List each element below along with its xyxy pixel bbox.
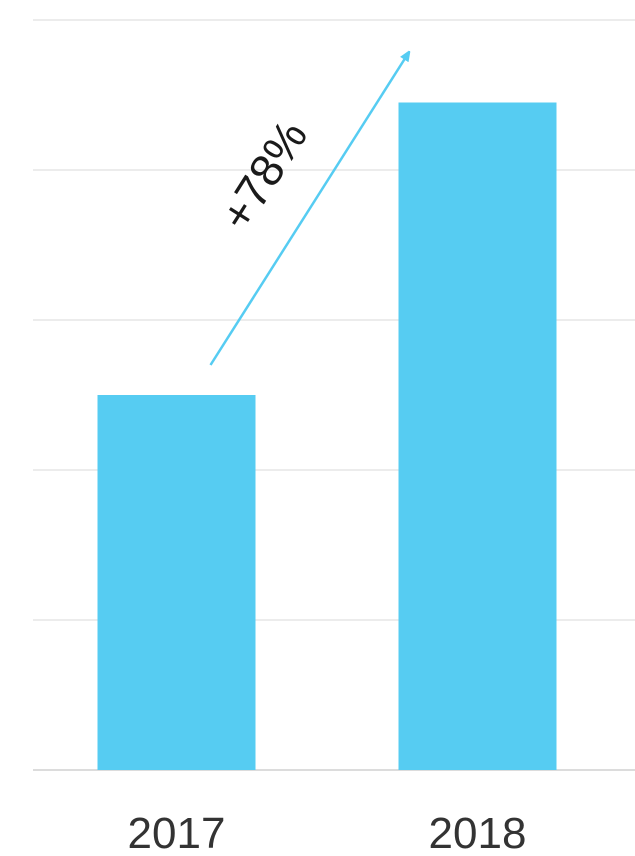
bar-2017	[97, 395, 256, 770]
bar-2018	[398, 102, 557, 770]
x-axis-labels: 2017 2018	[128, 809, 527, 856]
growth-annotation: +78%	[209, 55, 408, 366]
growth-arrow	[209, 55, 408, 366]
x-tick-label-2017: 2017	[128, 809, 226, 856]
bars	[97, 102, 557, 770]
x-tick-label-2018: 2018	[429, 809, 527, 856]
